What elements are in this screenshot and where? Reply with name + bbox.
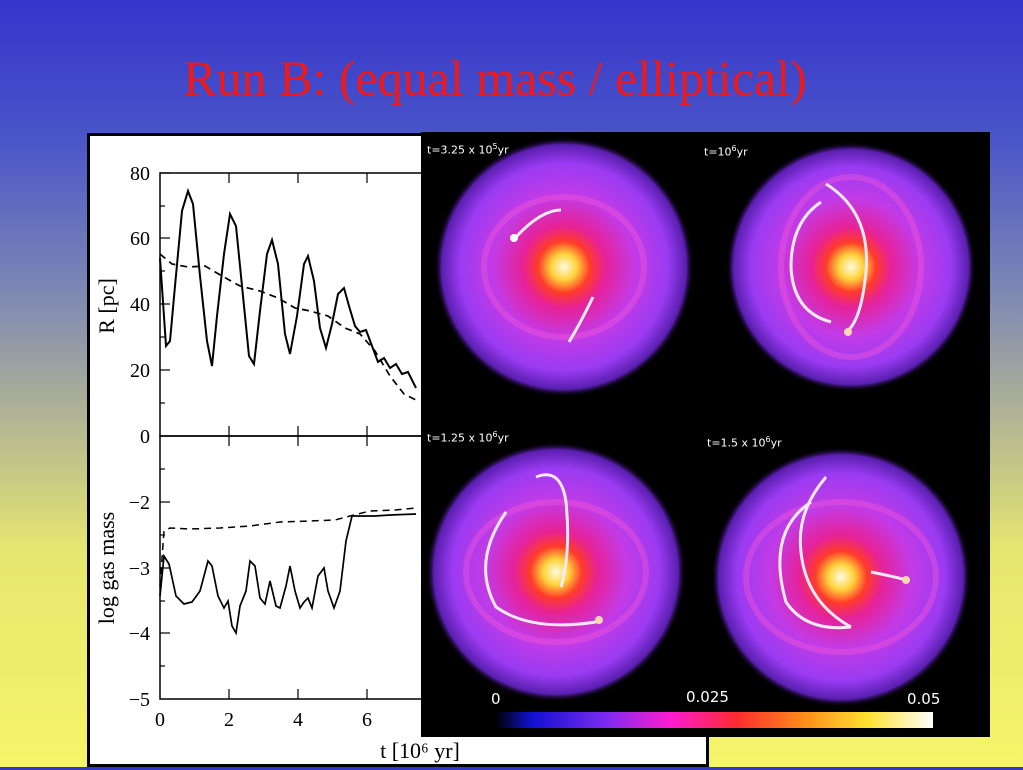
colorbar — [496, 712, 933, 728]
simulation-snapshots: t=3.25 x 105yr t=106yr t=1.25 x 106yr t=… — [421, 132, 990, 737]
r-ytick-80: 80 — [130, 163, 150, 185]
r-ytick-40: 40 — [130, 294, 150, 316]
gas-ytick-minus3: −3 — [129, 558, 150, 580]
snapshot-4 — [711, 447, 971, 707]
r-ytick-0: 0 — [140, 426, 150, 448]
gas-ytick-minus5: −5 — [129, 689, 150, 711]
gas-mass-ylabel: log gas mass — [94, 512, 119, 624]
r-solid-curve — [159, 187, 417, 389]
r-ytick-60: 60 — [130, 228, 150, 250]
colorbar-min-label: 0 — [491, 690, 501, 708]
r-dashed-curve — [159, 253, 417, 401]
snapshot-4-label: t=1.5 x 106yr — [707, 435, 782, 450]
xtick-0: 0 — [155, 709, 165, 731]
gas-ytick-minus4: −4 — [129, 623, 150, 645]
slide-title: Run B: (equal mass / elliptical) — [183, 50, 807, 106]
xtick-2: 2 — [224, 709, 234, 731]
xtick-6: 6 — [362, 709, 372, 731]
gas-mass-solid-curve — [159, 513, 417, 636]
snapshot-3-label: t=1.25 x 106yr — [427, 430, 509, 445]
gas-ytick-minus2: −2 — [129, 492, 150, 514]
snapshot-3 — [426, 442, 686, 702]
gas-mass-dashed-curve — [159, 507, 417, 587]
snapshot-1-label: t=3.25 x 105yr — [427, 142, 509, 157]
r-ylabel: R [pc] — [94, 278, 119, 334]
snapshot-2-label: t=106yr — [704, 144, 748, 159]
colorbar-mid-label: 0.025 — [686, 688, 729, 706]
xtick-4: 4 — [293, 709, 303, 731]
snapshot-2 — [726, 142, 976, 392]
x-axis-label: t [10⁶ yr] — [380, 738, 460, 763]
r-ytick-20: 20 — [130, 360, 150, 382]
colorbar-max-label: 0.05 — [907, 690, 941, 708]
snapshot-1 — [434, 137, 694, 397]
